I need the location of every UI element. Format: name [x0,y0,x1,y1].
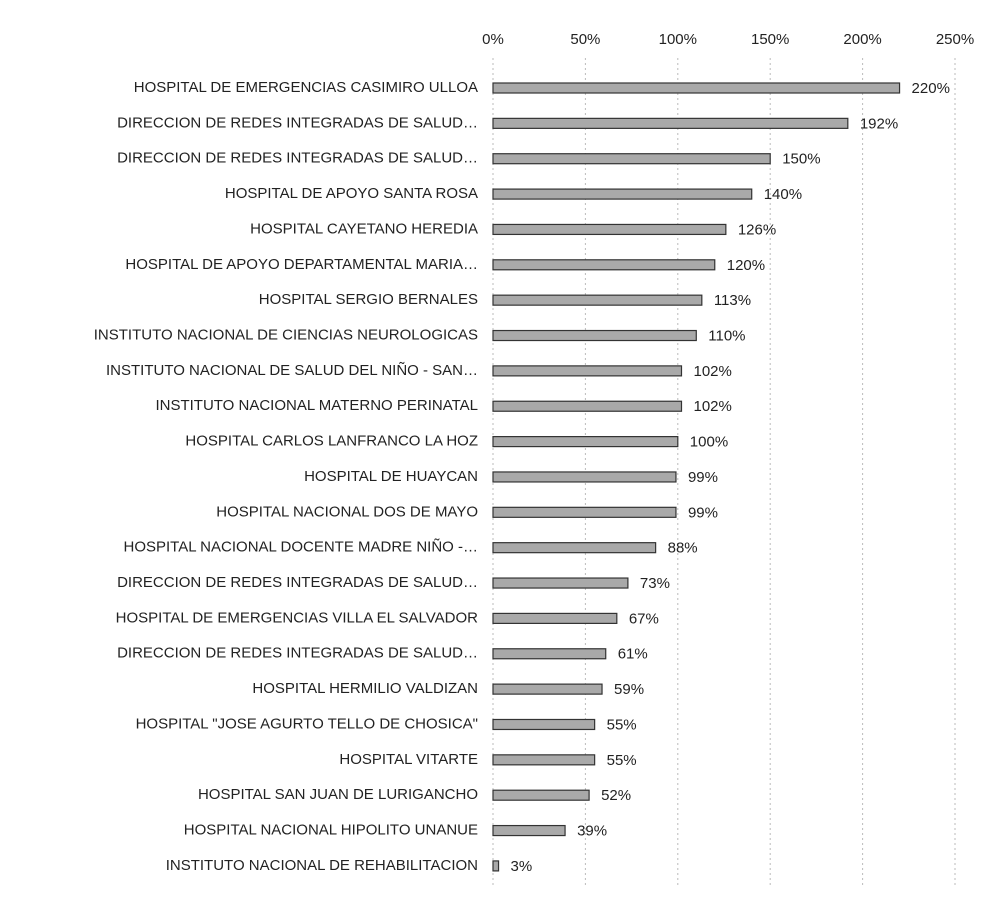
y-tick-label: HOSPITAL CARLOS LANFRANCO LA HOZ [185,433,478,450]
bar [492,223,727,236]
bar [492,188,753,200]
bar [492,117,849,129]
x-tick-label: 150% [751,31,789,48]
bar [492,82,901,94]
y-tick-label: INSTITUTO NACIONAL DE CIENCIAS NEUROLOGI… [94,326,478,343]
y-tick-label: HOSPITAL NACIONAL DOCENTE MADRE NIÑO -… [124,539,479,556]
value-label: 61% [618,646,648,663]
bar [492,153,771,165]
x-tick-label: 0% [482,31,504,48]
bar [492,542,657,554]
bar [492,824,566,837]
y-tick-label: HOSPITAL SERGIO BERNALES [259,291,478,308]
x-tick-label: 100% [659,31,697,48]
bar [492,648,607,660]
y-tick-label: DIRECCION DE REDES INTEGRADAS DE SALUD… [117,645,478,662]
y-tick-label: HOSPITAL "JOSE AGURTO TELLO DE CHOSICA" [136,715,478,732]
y-tick-label: HOSPITAL DE EMERGENCIAS VILLA EL SALVADO… [116,609,479,626]
y-tick-label: DIRECCION DE REDES INTEGRADAS DE SALUD… [117,574,478,591]
bar [492,577,629,589]
value-label: 102% [693,398,731,415]
bar [492,294,703,306]
value-label: 59% [614,681,644,698]
value-label: 55% [607,752,637,769]
value-label: 102% [693,363,731,380]
bar [492,329,697,342]
y-tick-label: HOSPITAL HERMILIO VALDIZAN [252,680,478,697]
value-label: 126% [738,221,776,238]
value-label: 113% [714,292,751,309]
y-tick-label: HOSPITAL DE HUAYCAN [304,468,478,485]
bar [492,259,716,271]
value-label: 220% [912,80,950,97]
value-label: 73% [640,575,670,592]
bar [492,436,679,448]
value-label: 39% [577,823,607,840]
y-tick-label: HOSPITAL DE APOYO DEPARTAMENTAL MARIA… [125,256,478,273]
y-tick-label: INSTITUTO NACIONAL DE REHABILITACION [166,857,478,874]
y-tick-label: HOSPITAL NACIONAL DOS DE MAYO [216,503,478,520]
value-label: 120% [727,257,765,274]
value-label: 110% [708,327,745,344]
y-tick-label: INSTITUTO NACIONAL MATERNO PERINATAL [155,397,478,414]
bar [492,754,596,766]
y-tick-label: HOSPITAL VITARTE [339,751,478,768]
y-tick-label: DIRECCION DE REDES INTEGRADAS DE SALUD… [117,150,478,167]
bar [492,612,618,625]
bar [492,471,677,483]
value-label: 67% [629,610,659,627]
y-tick-label: HOSPITAL DE APOYO SANTA ROSA [225,185,478,202]
value-label: 99% [688,469,718,486]
value-label: 55% [607,716,637,733]
y-tick-label: HOSPITAL NACIONAL HIPOLITO UNANUE [184,822,478,839]
x-tick-label: 250% [936,31,974,48]
value-label: 150% [782,151,820,168]
value-label: 88% [668,540,698,557]
y-tick-label: HOSPITAL SAN JUAN DE LURIGANCHO [198,786,478,803]
value-label: 100% [690,434,728,451]
value-label: 3% [511,858,533,875]
value-label: 52% [601,787,631,804]
y-tick-label: HOSPITAL DE EMERGENCIAS CASIMIRO ULLOA [134,79,478,96]
bar [492,506,677,518]
bar [492,400,683,412]
y-tick-label: DIRECCION DE REDES INTEGRADAS DE SALUD… [117,114,478,131]
x-tick-label: 200% [843,31,881,48]
y-tick-label: HOSPITAL CAYETANO HEREDIA [250,220,478,237]
value-label: 140% [764,186,802,203]
x-tick-label: 50% [570,31,600,48]
value-label: 192% [860,115,898,132]
y-tick-label: INSTITUTO NACIONAL DE SALUD DEL NIÑO - S… [106,362,478,379]
bar [492,365,683,377]
bar [492,718,596,731]
bar [492,789,590,801]
value-label: 99% [688,504,718,521]
bar [492,683,603,695]
bar [492,860,500,872]
